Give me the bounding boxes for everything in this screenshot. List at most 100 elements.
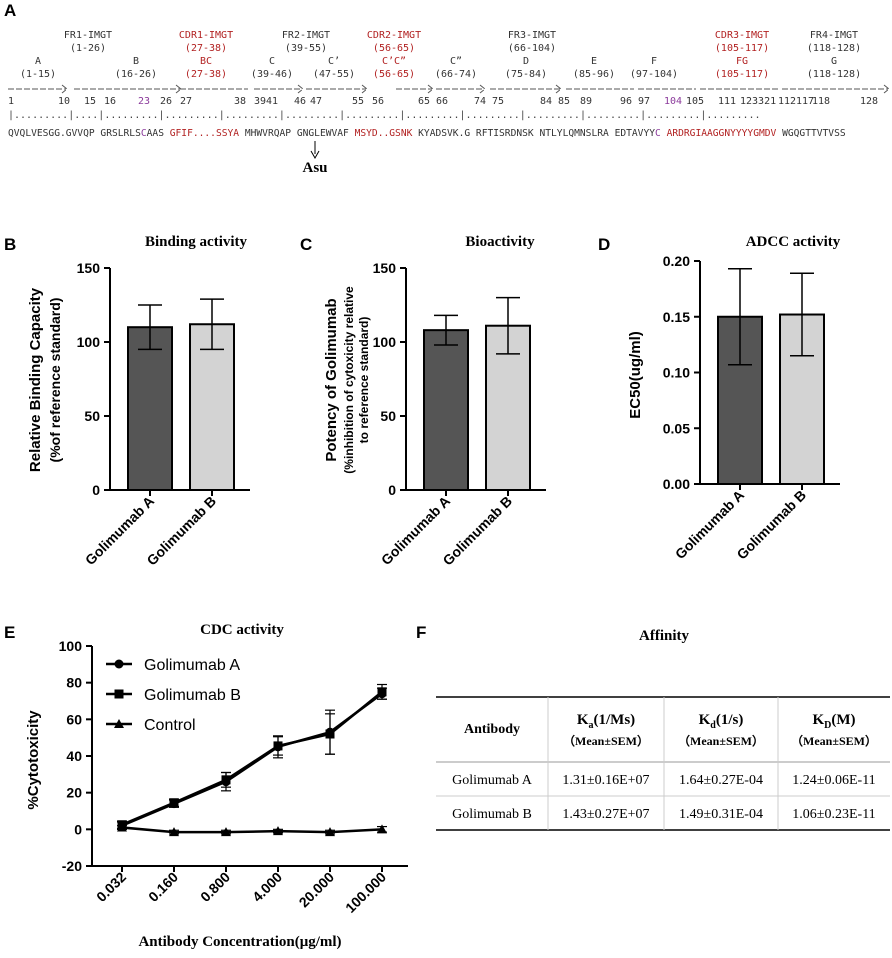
position-number: 55 <box>352 96 364 107</box>
strand-arrow <box>490 84 562 94</box>
region-name: CDR1-IMGT <box>179 30 233 41</box>
data-point-square <box>377 687 387 697</box>
y-tick-label: 80 <box>66 675 82 691</box>
position-number: 118 <box>812 96 830 107</box>
panel-label-b: B <box>4 235 16 254</box>
y-axis-label: Relative Binding Capacity <box>27 287 44 472</box>
bar <box>189 323 235 491</box>
residue-segment: WGQGTTVTVSS <box>782 128 846 139</box>
position-number: 117 <box>796 96 814 107</box>
residue-segment: GN <box>297 128 309 139</box>
position-number: 104 <box>664 96 682 107</box>
bar <box>127 326 173 492</box>
y-tick-label: 50 <box>84 408 100 424</box>
data-point-square <box>169 798 179 808</box>
data-point-triangle <box>221 827 231 837</box>
y-axis-label-unit-2: to reference standard) <box>357 317 371 444</box>
y-tick-label: 150 <box>77 260 101 276</box>
y-tick-label: 60 <box>66 711 82 727</box>
header-kd: Kd(1/s) <box>699 712 744 731</box>
y-tick-label: 0 <box>92 482 100 498</box>
y-tick-label: 100 <box>59 638 83 654</box>
strand-range: (16-26) <box>115 69 157 80</box>
strand-arrow <box>8 84 68 94</box>
region-range: (105-117) <box>715 43 769 54</box>
strand-range: (27-38) <box>185 69 227 80</box>
series-line <box>121 826 383 834</box>
residue-segment: C <box>141 128 147 139</box>
region-range: (56-65) <box>373 43 415 54</box>
strand-range: (105-117) <box>715 69 769 80</box>
data-point-triangle <box>325 827 335 837</box>
position-number: 15 <box>84 96 96 107</box>
position-number: 65 <box>418 96 430 107</box>
residue-segment: ARDRGIAAGGNYYYYGMDV <box>667 128 783 139</box>
strand-name: F <box>651 56 657 67</box>
region-name: CDR3-IMGT <box>715 30 769 41</box>
strand-range: (75-84) <box>505 69 547 80</box>
position-number: 112 <box>778 96 796 107</box>
strand-range: (118-128) <box>807 69 861 80</box>
data-point-triangle <box>114 719 124 728</box>
y-tick-label: 20 <box>66 785 82 801</box>
region-name: FR3-IMGT <box>508 30 556 41</box>
region-range: (118-128) <box>807 43 861 54</box>
data-point-triangle <box>377 824 387 834</box>
strand-name: C’C” <box>382 56 406 67</box>
residue-segment: RFTISRDNSK <box>476 128 540 139</box>
row-ka: 1.43±0.27E+07 <box>562 807 649 822</box>
panel-label-a: A <box>4 1 16 20</box>
sequence-panel: FR1-IMGT (1-26) CDR1-IMGT (27-38) FR2-IM… <box>8 30 890 176</box>
data-point-triangle <box>117 822 127 832</box>
strand-range: (39-46) <box>251 69 293 80</box>
y-tick-label: -20 <box>62 858 82 874</box>
region-labels: FR1-IMGT (1-26) CDR1-IMGT (27-38) FR2-IM… <box>64 30 861 54</box>
strand-range: (56-65) <box>373 69 415 80</box>
region-name: FR4-IMGT <box>810 30 858 41</box>
position-number: 97 <box>638 96 650 107</box>
strand-arrow <box>74 84 182 94</box>
region-range: (66-104) <box>508 43 556 54</box>
header-kD: KD(M) <box>812 712 855 731</box>
strand-name: A <box>35 56 41 67</box>
y-tick-label: 0.20 <box>663 253 690 269</box>
region-range: (1-26) <box>70 43 106 54</box>
y-axis-label-unit: (%inhibition of cytoxicity relative <box>342 286 356 474</box>
residue-segment: AAS <box>147 128 170 139</box>
position-number: 47 <box>310 96 322 107</box>
strand-range: (85-96) <box>573 69 615 80</box>
strand-name: B <box>133 56 139 67</box>
strand-name: C’ <box>328 56 340 67</box>
position-number: 46 <box>294 96 306 107</box>
row-kd: 1.64±0.27E-04 <box>679 773 763 788</box>
position-number: 75 <box>492 96 504 107</box>
y-axis-label: %Cytotoxicity <box>25 710 42 810</box>
strand-name: C <box>269 56 275 67</box>
y-tick-label: 0.00 <box>663 476 690 492</box>
residue-segment: NTLYLQMNSLRA <box>539 128 614 139</box>
position-number: 56 <box>372 96 384 107</box>
y-axis-label: Potency of Golimumab <box>323 298 340 461</box>
y-tick-label: 50 <box>380 408 396 424</box>
data-point-square <box>114 689 124 699</box>
row-antibody: Golimumab B <box>452 807 532 822</box>
strand-arrow <box>254 84 304 94</box>
strand-range: (97-104) <box>630 69 678 80</box>
chart-title: ADCC activity <box>746 234 841 250</box>
data-point-square <box>221 775 231 785</box>
position-number: 23 <box>138 96 150 107</box>
y-tick-label: 0.15 <box>663 309 690 325</box>
series-line <box>121 690 383 826</box>
y-axis-label: EC50(ug/ml) <box>627 331 644 419</box>
strand-name: D <box>523 56 529 67</box>
bioactivity-chart: Bioactivity Potency of Golimumab (%inhib… <box>323 234 546 568</box>
y-tick-label: 0.10 <box>663 365 690 381</box>
legend-label: Golimumab B <box>144 687 241 704</box>
chart-title: Binding activity <box>145 234 248 250</box>
strand-name: FG <box>736 56 748 67</box>
residue-segment: GRSLRLS <box>100 128 141 139</box>
residue-segment: KYADSVK.G <box>418 128 476 139</box>
chart-title: Bioactivity <box>465 234 535 250</box>
strand-arrow <box>306 84 368 94</box>
position-number: 66 <box>436 96 448 107</box>
